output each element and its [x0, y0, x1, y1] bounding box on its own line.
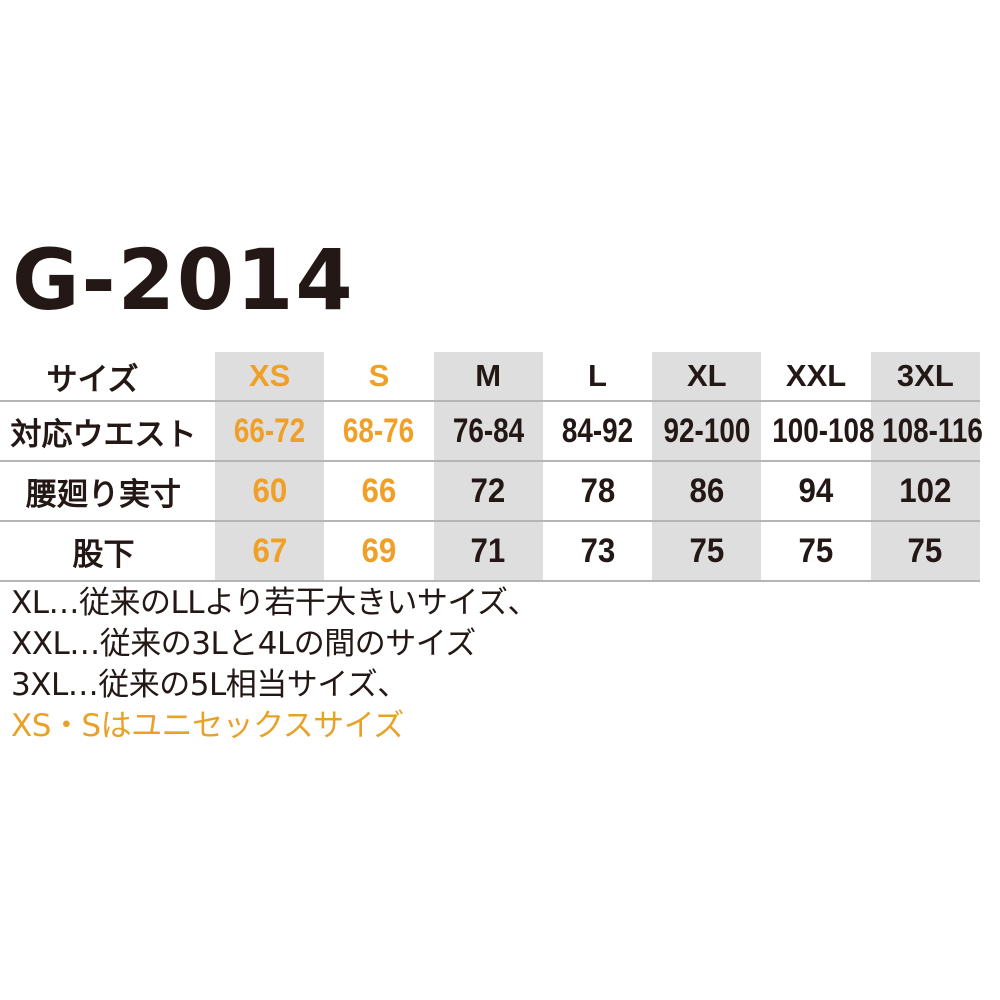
cell-value: 92-100: [663, 411, 751, 450]
cell-waist-range-m: 76-84: [433, 400, 543, 461]
note-line-3xl: 3XL…従来の5L相当サイズ、: [11, 667, 408, 703]
row-label-waist-range: 対応ウエスト: [0, 400, 216, 461]
cell-value: 76-84: [452, 411, 524, 450]
table-row-inseam: 股下 67 69 71 73 75 75: [0, 520, 980, 581]
cell-value: 66: [361, 471, 397, 510]
cell-waist-range-3xl: 108-116: [870, 400, 983, 461]
note-line-unisex: XS・Sはユニセックスサイズ: [11, 708, 404, 744]
note-line-xl: XL…従来のLLより若干大きいサイズ、: [11, 585, 539, 621]
column-header-xs-label: XS: [248, 358, 291, 393]
size-notes-block: XL…従来のLLより若干大きいサイズ、 XXL…従来の3Lと4Lの間のサイズ 3…: [11, 583, 991, 747]
size-row-header-label: サイズ: [46, 361, 139, 398]
cell-value: 69: [361, 531, 397, 570]
cell-value: 68-76: [343, 411, 415, 450]
product-model-title: G-2014: [12, 231, 355, 329]
column-header-3xl-label: 3XL: [896, 358, 954, 393]
cell-waist-range-l: 84-92: [542, 400, 653, 461]
cell-inseam-xs: 67: [215, 520, 325, 581]
cell-value: 78: [580, 471, 615, 510]
table-bottom-rule-cell: [324, 580, 434, 583]
column-header-xs: XS: [215, 352, 325, 401]
table-bottom-rule-cell: [542, 580, 653, 583]
cell-inseam-xl: 75: [652, 520, 762, 581]
table-bottom-rule-cell: [215, 580, 325, 583]
cell-value: 100-108: [772, 411, 875, 450]
column-header-3xl: 3XL: [870, 352, 980, 401]
cell-inseam-m: 71: [433, 520, 543, 581]
cell-value: 75: [798, 531, 834, 570]
table-bottom-rule-cell: [0, 580, 216, 583]
note-line-xxl: XXL…従来の3Lと4Lの間のサイズ: [11, 626, 476, 662]
cell-value: 75: [689, 531, 725, 570]
cell-inseam-l: 73: [542, 520, 653, 581]
cell-value: 75: [907, 531, 943, 570]
cell-waist-actual-xxl: 94: [761, 460, 871, 521]
row-label-waist-actual: 腰廻り実寸: [0, 460, 216, 521]
cell-inseam-xxl: 75: [761, 520, 871, 581]
column-header-xxl-label: XXL: [785, 358, 847, 393]
cell-value: 108-116: [881, 411, 983, 450]
table-row-waist-range: 対応ウエスト 66-72 68-76 76-84 84-92 92-100 10…: [0, 400, 983, 461]
table-bottom-rule-cell: [870, 580, 980, 583]
cell-waist-actual-s: 66: [324, 460, 434, 521]
cell-value: 66-72: [233, 411, 306, 450]
column-header-m-label: M: [475, 358, 502, 393]
column-header-l-label: L: [588, 358, 607, 393]
size-specification-table: サイズ XS S M L XL XXL: [0, 352, 983, 583]
column-header-xl-label: XL: [686, 358, 727, 393]
cell-value: 84-92: [561, 411, 634, 450]
row-label-inseam: 股下: [0, 520, 216, 581]
column-header-s: S: [324, 352, 434, 401]
table-bottom-rule: [0, 580, 980, 583]
cell-waist-range-xxl: 100-108: [761, 400, 875, 461]
cell-waist-actual-m: 72: [433, 460, 543, 521]
cell-inseam-s: 69: [324, 520, 434, 581]
table-bottom-rule-cell: [652, 580, 762, 583]
cell-waist-range-xl: 92-100: [652, 400, 762, 461]
cell-waist-actual-3xl: 102: [870, 460, 980, 521]
table-row-waist-actual: 腰廻り実寸 60 66 72 78 86 94: [0, 460, 980, 521]
cell-value: 67: [252, 531, 288, 570]
table-bottom-rule-cell: [433, 580, 543, 583]
cell-inseam-3xl: 75: [870, 520, 980, 581]
table-bottom-rule-cell: [761, 580, 871, 583]
cell-value: 102: [899, 471, 952, 510]
cell-value: 73: [580, 531, 615, 570]
table-header-row: サイズ XS S M L XL XXL: [0, 352, 980, 401]
column-header-s-label: S: [368, 358, 390, 393]
cell-value: 72: [470, 471, 506, 510]
column-header-xl: XL: [652, 352, 762, 401]
cell-waist-actual-l: 78: [542, 460, 653, 521]
column-header-m: M: [433, 352, 543, 401]
cell-waist-range-xs: 66-72: [215, 400, 325, 461]
cell-value: 60: [252, 471, 288, 510]
column-header-l: L: [542, 352, 653, 401]
cell-waist-actual-xs: 60: [215, 460, 325, 521]
column-header-xxl: XXL: [761, 352, 871, 401]
size-table-body: サイズ XS S M L XL XXL: [0, 352, 983, 583]
cell-value: 86: [689, 471, 725, 510]
cell-value: 71: [470, 531, 506, 570]
cell-waist-range-s: 68-76: [324, 400, 434, 461]
cell-value: 94: [798, 471, 834, 510]
cell-waist-actual-xl: 86: [652, 460, 762, 521]
